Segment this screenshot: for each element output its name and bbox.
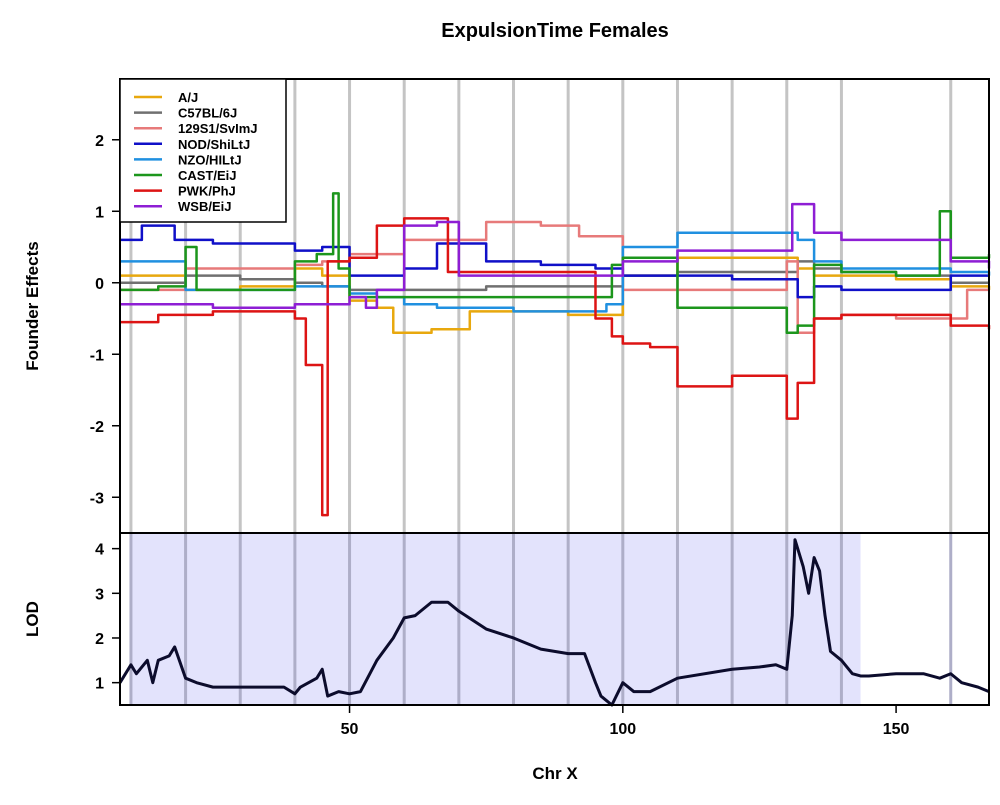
legend-label: 129S1/SvImJ <box>178 121 258 136</box>
x-ticks: 50 100 150 <box>341 705 910 738</box>
legend-label: NZO/HILtJ <box>178 152 242 167</box>
founder-y-tick-label: 2 <box>95 133 104 150</box>
lod-curve <box>118 538 990 707</box>
x-tick-label: 50 <box>341 721 359 738</box>
lod-y-tick-label: 1 <box>95 676 104 693</box>
founder-series-line <box>120 202 991 310</box>
founder-y-ticks: -3 -2 -1 0 1 2 <box>90 133 120 507</box>
founder-y-tick-label: -3 <box>90 490 104 507</box>
x-tick-label: 100 <box>609 721 636 738</box>
founder-y-tick-label: 0 <box>95 276 104 293</box>
lod-y-tick-label: 2 <box>95 631 104 648</box>
founder-series-line <box>120 220 989 335</box>
legend-label: A/J <box>178 90 198 105</box>
founder-series-line <box>120 192 991 335</box>
chart-title: ExpulsionTime Females <box>441 20 669 42</box>
legend-label: CAST/EiJ <box>178 168 237 183</box>
lod-y-tick-label: 3 <box>95 586 104 603</box>
lod-y-ticks: 1 2 3 4 <box>95 542 120 693</box>
x-tick-label: 150 <box>883 721 910 738</box>
founder-series-line <box>120 217 991 517</box>
founder-y-label: Founder Effects <box>23 241 42 370</box>
legend-label: C57BL/6J <box>178 106 237 121</box>
founder-y-tick-label: -2 <box>90 419 104 436</box>
founder-y-tick-label: -1 <box>90 347 104 364</box>
founder-effect-lines <box>120 192 991 517</box>
legend-label: PWK/PhJ <box>178 184 236 199</box>
legend: A/JC57BL/6J129S1/SvImJNOD/ShiLtJNZO/HILt… <box>119 78 287 223</box>
lod-panel-frame <box>119 532 990 706</box>
lod-significance-band <box>130 533 861 705</box>
legend-box <box>119 78 287 223</box>
lod-y-label: LOD <box>23 601 42 637</box>
x-axis-label: Chr X <box>532 764 578 783</box>
legend-label: NOD/ShiLtJ <box>178 137 250 152</box>
founder-y-tick-label: 1 <box>95 204 104 221</box>
legend-label: WSB/EiJ <box>178 199 231 214</box>
lod-y-tick-label: 4 <box>95 542 104 559</box>
